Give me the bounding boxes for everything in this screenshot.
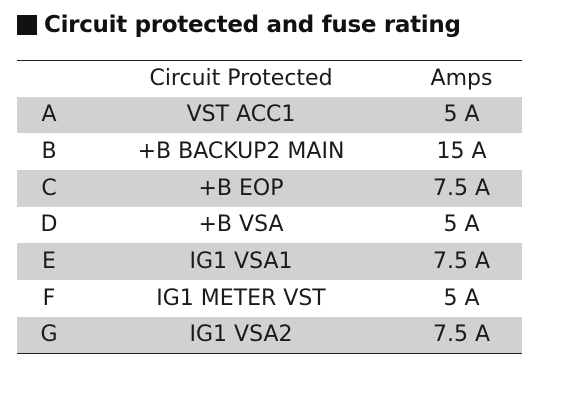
square-bullet-icon [17, 15, 37, 35]
row-amps: 15 A [436, 139, 487, 165]
header-circuit-protected: Circuit Protected [149, 66, 333, 92]
row-letter: C [41, 175, 57, 201]
header-amps: Amps [430, 66, 493, 92]
table-row: C +B EOP 7.5 A [17, 169, 522, 207]
fuse-rating-table: Circuit Protected Amps A VST ACC1 5 A B … [17, 60, 522, 354]
row-amps: 7.5 A [432, 322, 491, 348]
table-row: B +B BACKUP2 MAIN 15 A [17, 133, 522, 170]
row-amps: 5 A [443, 285, 480, 311]
row-letter: G [40, 322, 58, 348]
row-letter: A [41, 102, 57, 128]
row-amps: 7.5 A [432, 249, 491, 275]
row-letter: D [40, 212, 58, 238]
table-row: D +B VSA 5 A [17, 207, 522, 244]
row-circuit: IG1 VSA1 [189, 249, 293, 275]
table-row: E IG1 VSA1 7.5 A [17, 243, 522, 280]
row-circuit: VST ACC1 [186, 102, 296, 128]
row-amps: 7.5 A [432, 175, 491, 201]
row-circuit: IG1 VSA2 [189, 322, 293, 348]
row-circuit: +B VSA [198, 212, 284, 238]
row-letter: F [42, 285, 56, 311]
row-circuit: IG1 METER VST [156, 285, 326, 311]
row-circuit: +B BACKUP2 MAIN [137, 139, 345, 165]
row-amps: 5 A [443, 102, 480, 128]
heading-text: Circuit protected and fuse rating [44, 12, 461, 38]
row-amps: 5 A [443, 212, 480, 238]
header-letter [17, 61, 81, 97]
section-heading: Circuit protected and fuse rating [17, 12, 461, 38]
table-row: G IG1 VSA2 7.5 A [17, 316, 522, 354]
row-letter: B [41, 139, 57, 165]
table-row: A VST ACC1 5 A [17, 96, 522, 134]
table-row: F IG1 METER VST 5 A [17, 280, 522, 317]
row-letter: E [42, 249, 56, 275]
table-header-row: Circuit Protected Amps [17, 60, 522, 97]
row-circuit: +B EOP [198, 175, 284, 201]
